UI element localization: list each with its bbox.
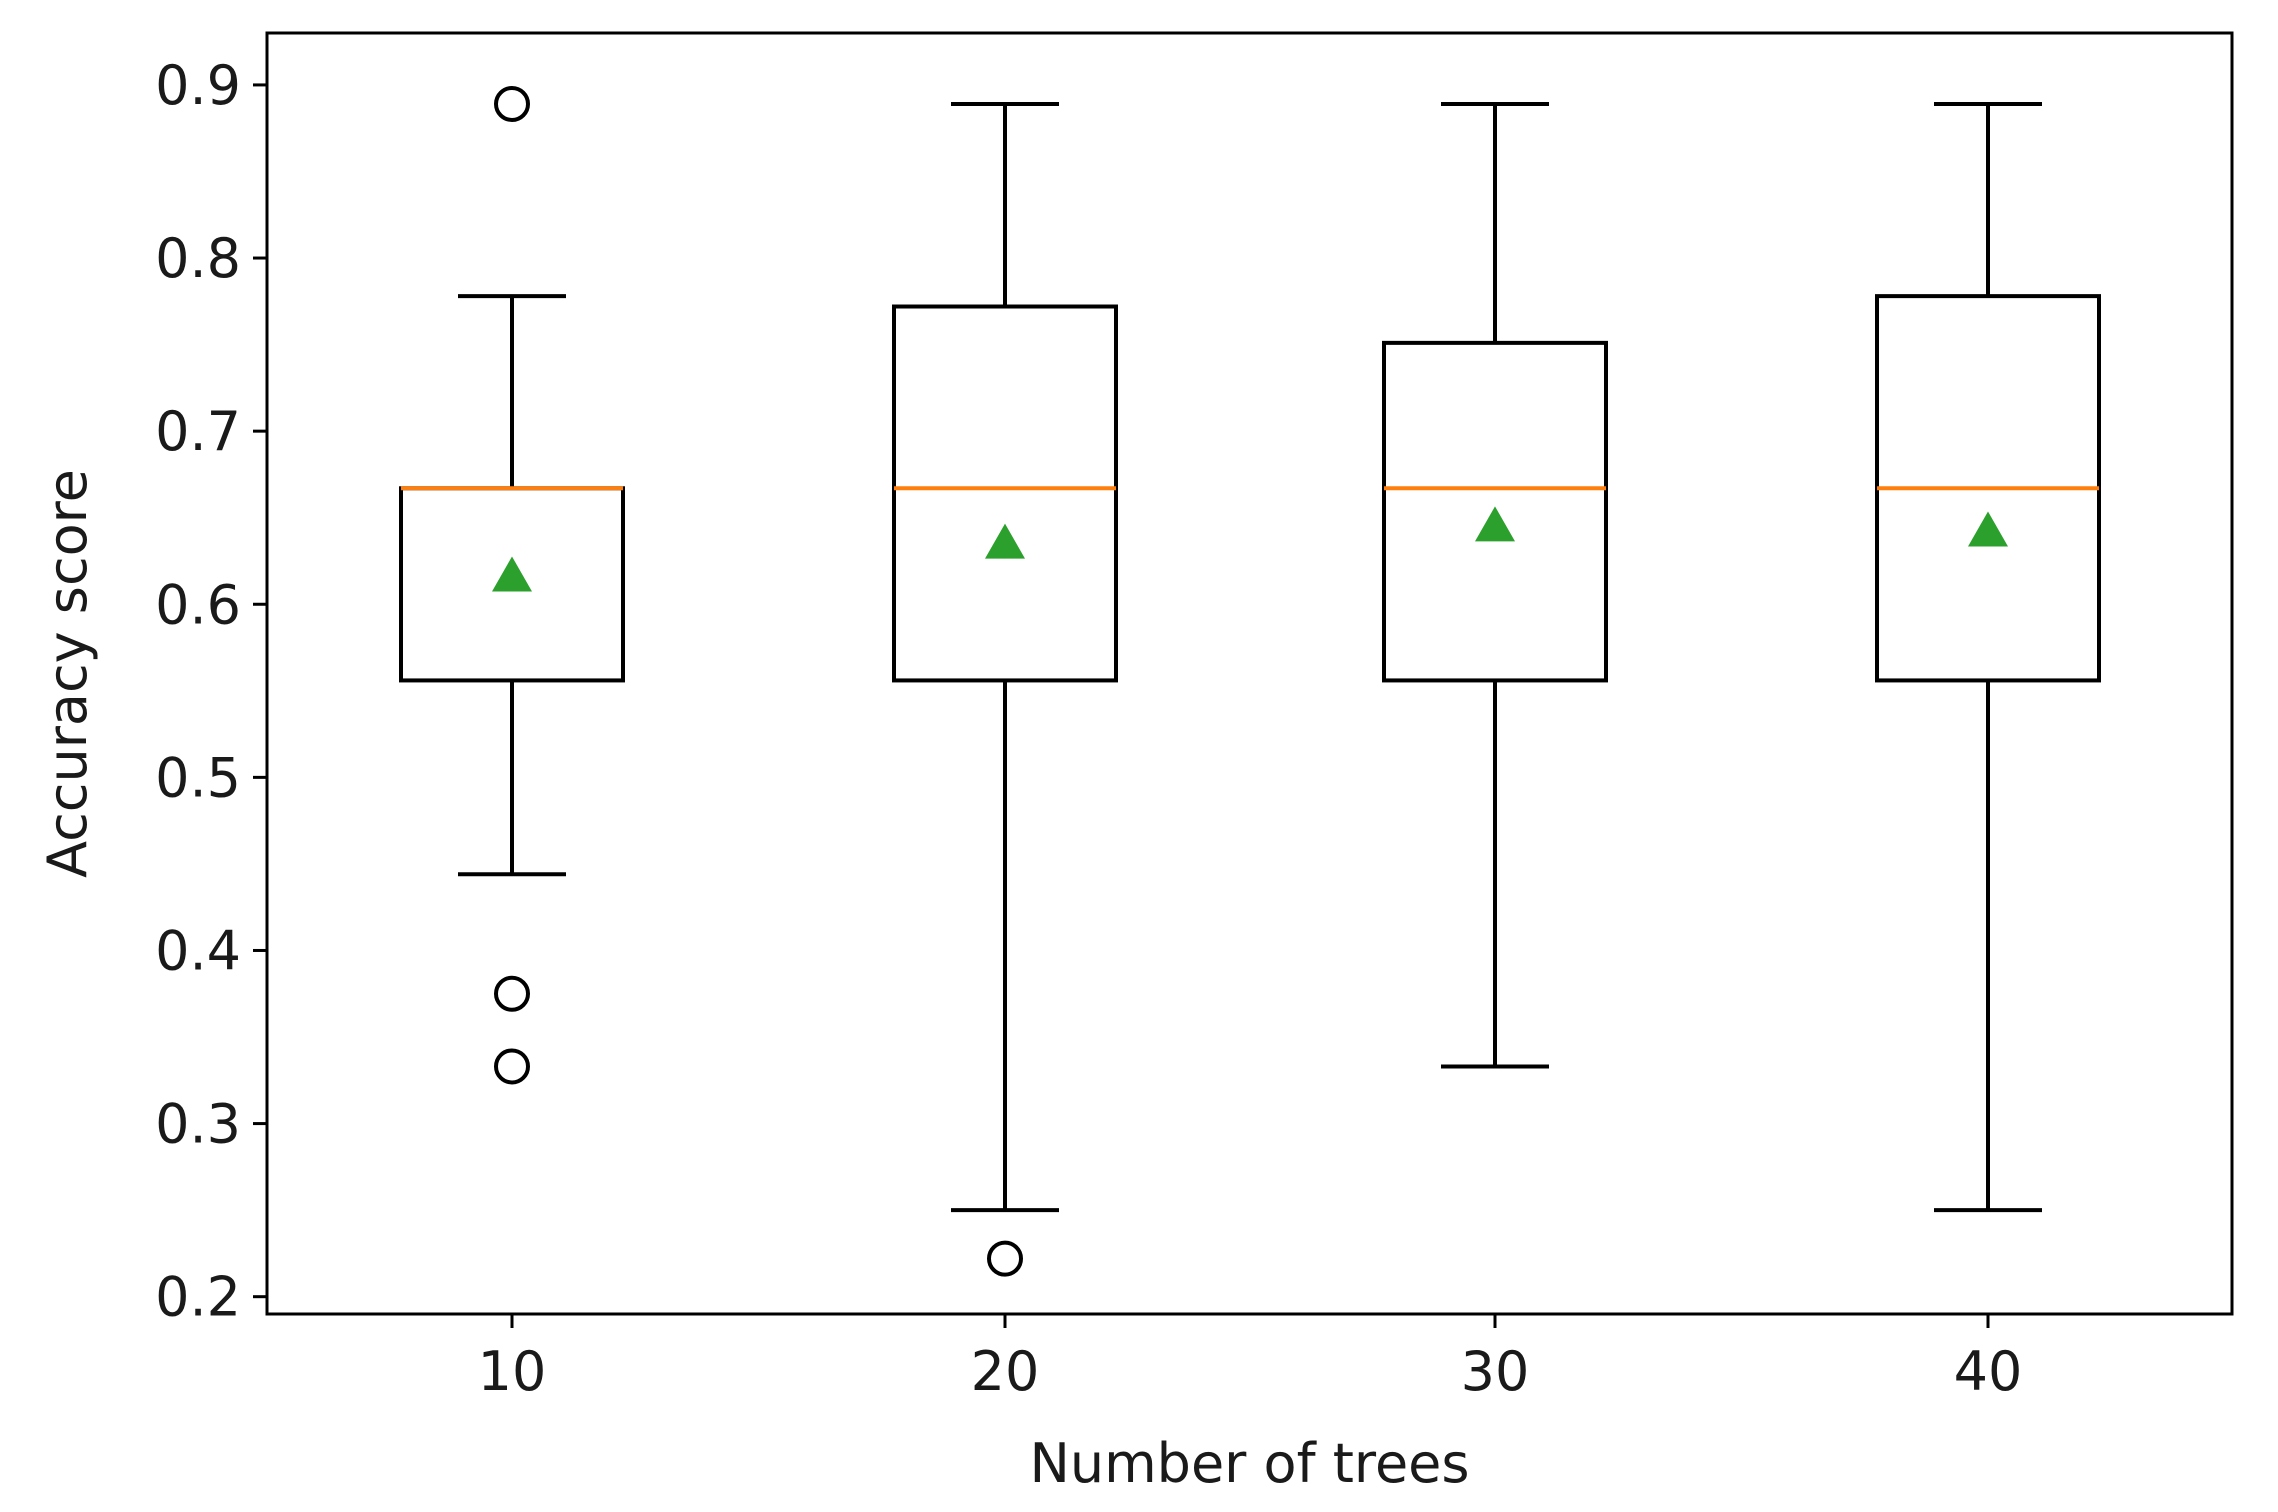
boxes-layer (399, 85, 2101, 1277)
box-iqr (1382, 340, 1608, 683)
box-iqr (892, 304, 1118, 683)
mean-marker (1968, 511, 2008, 547)
y-tick-label: 0.5 (155, 746, 241, 809)
x-tick-label: 20 (971, 1340, 1040, 1403)
y-axis: 0.2 0.3 0.4 0.5 0.6 0.7 0.8 0.9 (155, 54, 267, 1329)
plot-frame-layer (265, 31, 2234, 1316)
outlier-point (494, 85, 530, 122)
outlier-point (987, 1240, 1023, 1277)
mean-marker (1475, 506, 1515, 542)
x-axis-title: Number of trees (1029, 1432, 1469, 1495)
outlier-point (494, 1048, 530, 1085)
box-group-40 (1875, 101, 2101, 1213)
y-tick-label: 0.6 (155, 573, 241, 636)
box-group-20 (892, 101, 1118, 1277)
plot-frame (265, 31, 2234, 1316)
box-group-10 (399, 85, 625, 1085)
box-group-30 (1382, 101, 1608, 1069)
x-tick-label: 10 (478, 1340, 547, 1403)
y-tick-label: 0.2 (155, 1266, 241, 1329)
y-tick-label: 0.3 (155, 1093, 241, 1156)
mean-marker (985, 523, 1025, 559)
x-tick-label: 40 (1954, 1340, 2023, 1403)
y-tick-label: 0.8 (155, 227, 241, 290)
y-tick-label: 0.4 (155, 919, 241, 982)
y-tick-label: 0.9 (155, 54, 241, 117)
x-tick-label: 30 (1461, 1340, 1530, 1403)
mean-marker (492, 556, 532, 592)
outlier-point (494, 975, 530, 1012)
y-axis-title: Accuracy score (36, 469, 99, 878)
y-tick-label: 0.7 (155, 400, 241, 463)
x-axis: 10 20 30 40 (478, 1314, 2023, 1403)
